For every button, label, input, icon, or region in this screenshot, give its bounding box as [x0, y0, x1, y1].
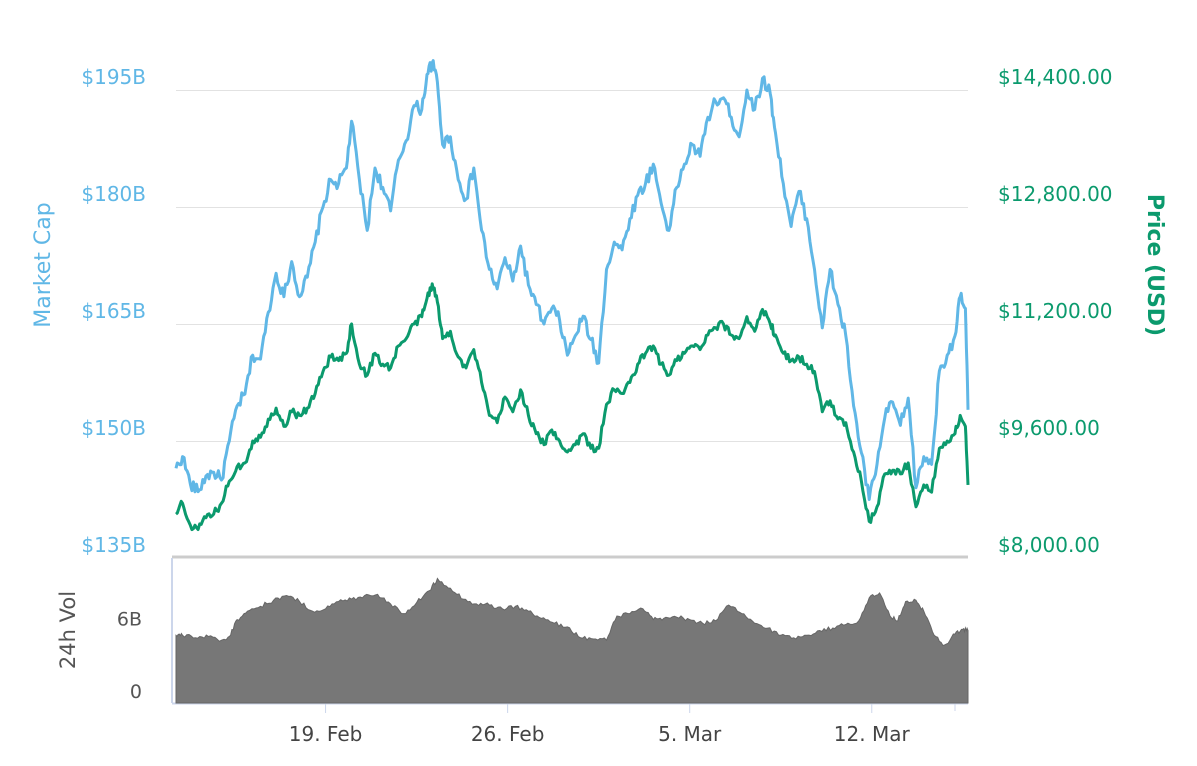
x-tick-label: 12. Mar: [834, 722, 911, 746]
market-cap-axis-ticks: $195B $180B $165B $150B $135B: [81, 65, 146, 557]
x-tick-label: 5. Mar: [658, 722, 722, 746]
market-cap-tick-label: $195B: [81, 65, 146, 89]
volume-series-layer: [175, 577, 969, 704]
price-tick-label: $8,000.00: [998, 533, 1100, 557]
x-tick-label: 19. Feb: [289, 722, 363, 746]
price-axis-title: Price (USD): [1142, 194, 1167, 336]
volume-axis-title: 24h Vol: [56, 591, 80, 669]
market-cap-tick-label: $150B: [81, 416, 146, 440]
market-cap-axis-title: Market Cap: [31, 202, 56, 327]
market-cap-line: [174, 59, 970, 501]
volume-tick-label: 6B: [117, 609, 142, 631]
volume-tick-label: 0: [130, 681, 142, 703]
market-cap-tick-label: $135B: [81, 533, 146, 557]
price-tick-label: $9,600.00: [998, 416, 1100, 440]
volume-axis-ticks: 6B 0: [117, 609, 142, 704]
x-axis-ticks: 19. Feb 26. Feb 5. Mar 12. Mar: [289, 703, 911, 746]
price-tick-label: $11,200.00: [998, 299, 1113, 323]
price-tick-label: $12,800.00: [998, 182, 1113, 206]
market-cap-tick-label: $180B: [81, 182, 146, 206]
price-line: [175, 282, 970, 532]
price-axis-ticks: $14,400.00 $12,800.00 $11,200.00 $9,600.00 $…: [998, 65, 1113, 557]
price-tick-label: $14,400.00: [998, 65, 1113, 89]
market-cap-tick-label: $165B: [81, 299, 146, 323]
x-tick-label: 26. Feb: [471, 722, 545, 746]
volume-area: [175, 577, 969, 704]
line-series-layer: [174, 59, 970, 532]
